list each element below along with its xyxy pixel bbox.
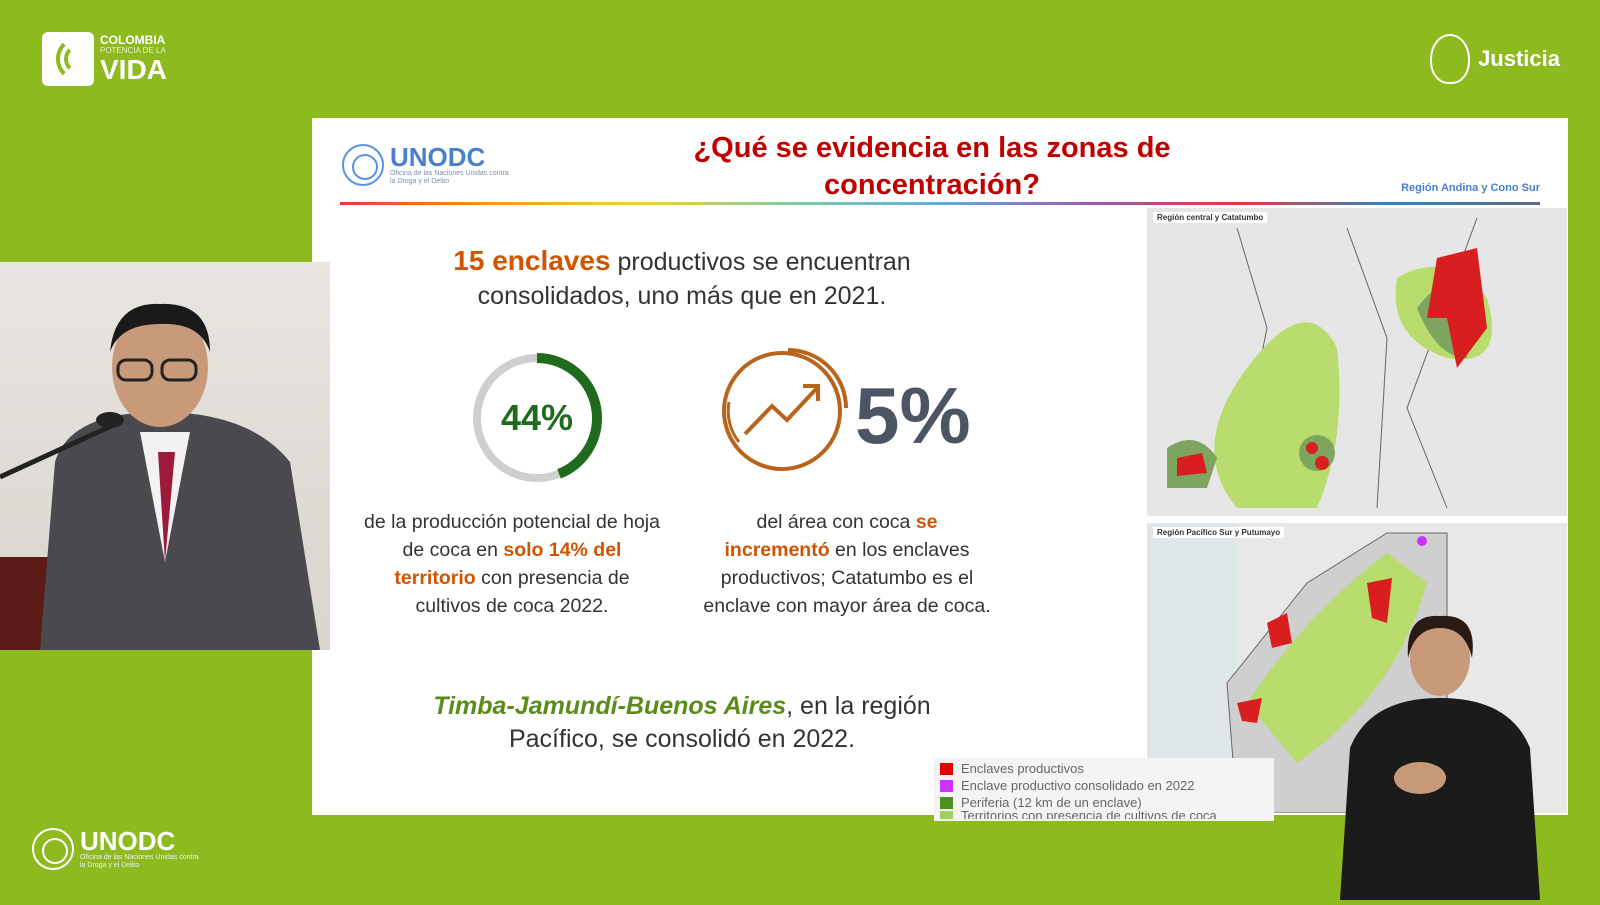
map-legend: Enclaves productivos Enclave productivo … [934,758,1274,821]
stat2-highlight: se incrementó [724,511,938,561]
enclave-catatumbo [1427,248,1487,368]
footer-unodc-name: UNODC [80,826,176,856]
stat1-text-a: de la producción potencial de hoja de co… [364,511,660,561]
legend-item: Enclaves productivos [940,760,1268,777]
slide-title: ¿Qué se evidencia en las zonas de concen… [693,132,1171,201]
justicia-label: Justicia [1478,46,1560,71]
legend-item: Territorios con presencia de cultivos de… [940,811,1268,819]
legend-swatch [940,811,953,819]
stat2-description: del área con coca se incrementó en los e… [702,508,992,620]
signal-icon [42,32,94,86]
donut-arc [472,353,602,483]
unodc-subtitle: Oficina de las Naciones Unidas contra la… [390,170,509,185]
unodc-name: UNODC [390,142,486,172]
headline-highlight: 15 enclaves [453,245,611,276]
bottom-highlight: Timba-Jamundí-Buenos Aires [433,692,787,720]
logo-line1: COLOMBIA [100,33,166,47]
presentation-slide: UNODC Oficina de las Naciones Unidas con… [312,118,1568,821]
logo-line2: POTENCIA DE LA [100,46,166,55]
stat2-text-b: en los enclaves productivos; Catatumbo e… [703,539,991,617]
legend-label: Territorios con presencia de cultivos de… [961,811,1217,819]
legend-swatch [940,796,953,809]
legend-label: Periferia (12 km de un enclave) [961,795,1142,810]
logo-line3: VIDA [100,54,167,85]
legend-swatch [940,762,953,775]
headline: 15 enclaves productivos se encuentran co… [392,244,972,313]
stat1-highlight: solo 14% del territorio [394,539,622,589]
legend-label: Enclave productivo consolidado en 2022 [961,778,1195,793]
legend-label: Enclaves productivos [961,761,1084,776]
legend-swatch [940,779,953,792]
footer-unodc-logo: UNODC Oficina de las Naciones Unidas con… [32,828,205,870]
rainbow-divider [340,202,1540,205]
bottom-statement: Timba-Jamundí-Buenos Aires, en la región… [382,690,982,756]
slide-unodc-logo: UNODC Oficina de las Naciones Unidas con… [342,144,515,186]
headline-text: productivos se encuentran consolidados, … [477,248,911,310]
sign-language-interpreter-video [1340,608,1568,900]
stat1-description: de la producción potencial de hoja de co… [362,508,662,620]
legend-item: Enclave productivo consolidado en 2022 [940,777,1268,794]
stat1-value: 44% [501,397,573,438]
trend-up-icon [722,348,848,471]
map2-label: Región Pacífico Sur y Putumayo [1153,527,1285,538]
colombia-potencia-vida-logo: COLOMBIA POTENCIA DE LA VIDA [42,32,167,86]
un-globe-icon [342,144,384,186]
coat-of-arms-icon [1430,34,1471,84]
un-globe-icon [32,828,74,870]
map1-label: Región central y Catatumbo [1153,212,1268,223]
legend-item: Periferia (12 km de un enclave) [940,794,1268,811]
stat2-value: 5% [855,371,971,460]
bottom-text: , en la región Pacífico, se consolidó en… [508,692,931,753]
map-central-catatumbo: Región central y Catatumbo [1147,208,1567,516]
donut-chart-44: 44% [472,353,602,483]
stat1-text-b: con presencia de cultivos de coca 2022. [415,567,630,617]
justicia-logo: Justicia [1430,34,1560,84]
speaker-video [0,262,330,650]
stat2-text-a: del área con coca [756,511,916,533]
region-label: Región Andina y Cono Sur [1401,182,1540,194]
footer-unodc-subtitle: Oficina de las Naciones Unidas contra la… [80,854,199,869]
